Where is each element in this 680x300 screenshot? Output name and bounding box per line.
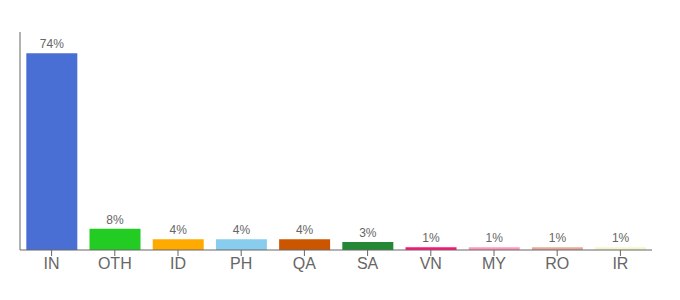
svg-text:3%: 3%: [359, 226, 377, 240]
svg-text:VN: VN: [420, 255, 442, 272]
svg-text:1%: 1%: [612, 231, 630, 245]
svg-text:1%: 1%: [549, 231, 567, 245]
svg-text:8%: 8%: [106, 213, 124, 227]
svg-text:4%: 4%: [233, 223, 251, 237]
svg-text:ID: ID: [170, 255, 186, 272]
svg-text:1%: 1%: [422, 231, 440, 245]
svg-text:QA: QA: [293, 255, 316, 272]
svg-text:4%: 4%: [296, 223, 314, 237]
svg-text:MY: MY: [482, 255, 506, 272]
svg-text:IN: IN: [44, 255, 60, 272]
svg-text:74%: 74%: [40, 37, 64, 51]
svg-text:SA: SA: [357, 255, 379, 272]
svg-text:PH: PH: [230, 255, 252, 272]
svg-text:IR: IR: [612, 255, 628, 272]
svg-text:1%: 1%: [486, 231, 504, 245]
svg-text:4%: 4%: [170, 223, 188, 237]
svg-text:OTH: OTH: [98, 255, 132, 272]
svg-text:RO: RO: [545, 255, 569, 272]
